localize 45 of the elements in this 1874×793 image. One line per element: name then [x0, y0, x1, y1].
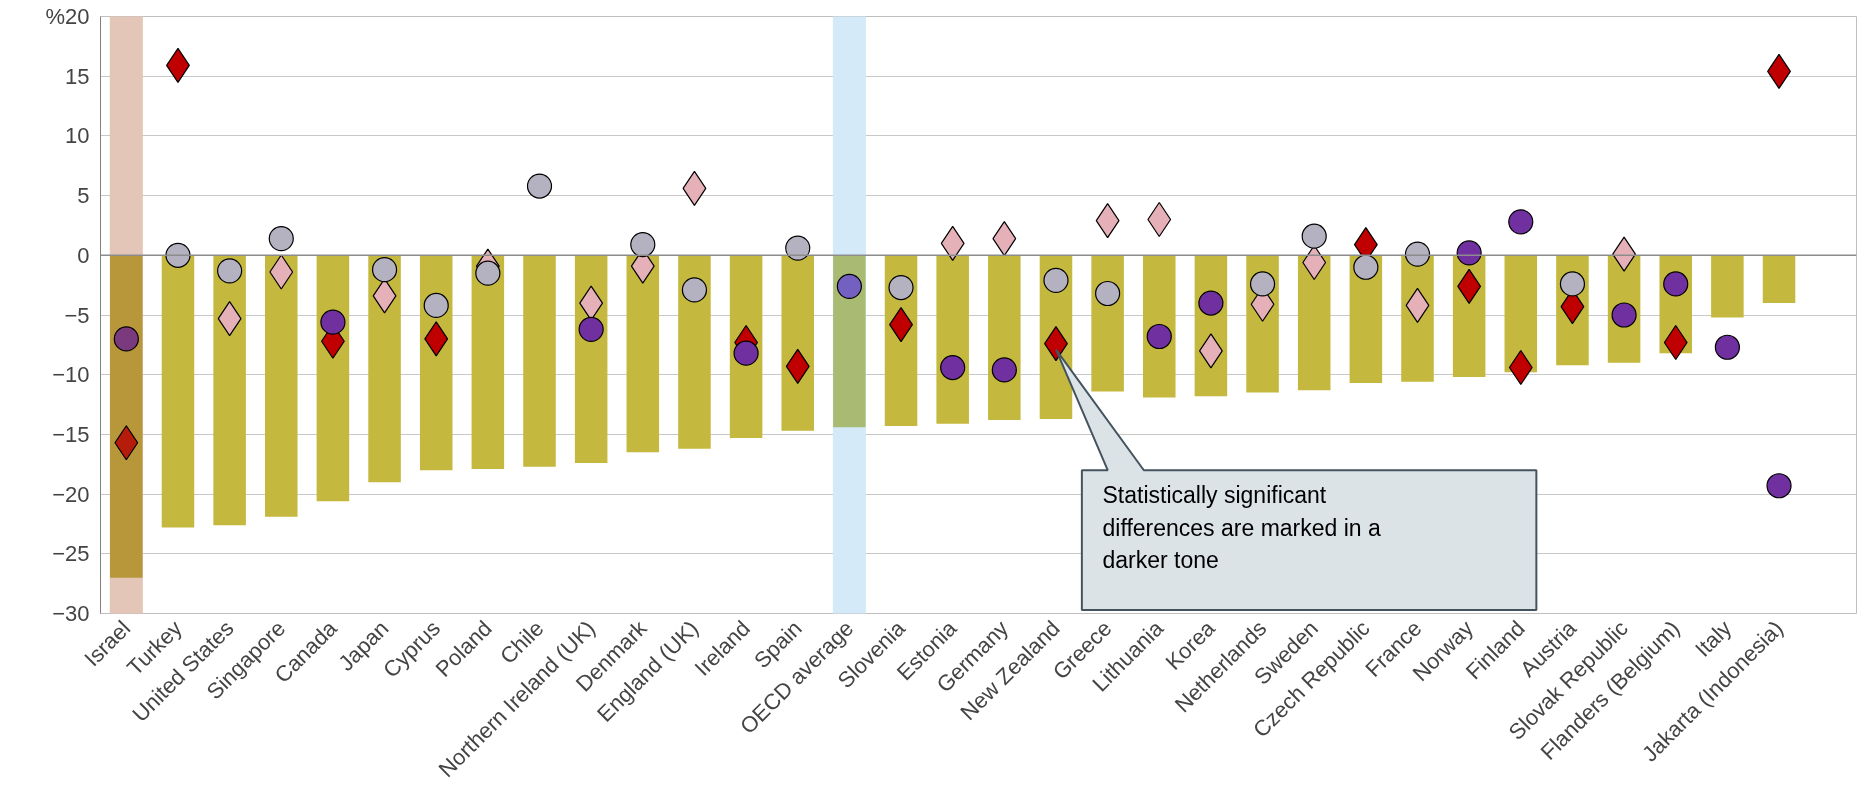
point: [991, 357, 1017, 383]
point: [1456, 240, 1482, 266]
point: [1043, 267, 1069, 293]
point: [940, 354, 966, 381]
point: [1353, 254, 1379, 280]
y-tick-label: −10: [52, 362, 90, 388]
point: [1508, 209, 1534, 235]
point: [1714, 334, 1740, 360]
point: [1611, 302, 1637, 328]
point: [836, 273, 862, 299]
point: [217, 258, 243, 284]
point: [1301, 223, 1327, 249]
point: [1663, 271, 1689, 297]
y-tick-label: −30: [52, 601, 90, 626]
point: [475, 260, 501, 286]
y-tick-label: 10: [65, 123, 90, 149]
point: [578, 316, 604, 342]
y-tick-label: 5: [77, 183, 90, 209]
point: [423, 292, 449, 319]
y-tick-label: −15: [52, 421, 90, 447]
point: [630, 231, 656, 258]
point: [1249, 271, 1276, 297]
y-tick-label: −25: [52, 541, 90, 567]
point: [1766, 473, 1792, 499]
point: [1404, 241, 1431, 267]
point: [1095, 280, 1121, 307]
point: [785, 235, 811, 261]
point: [113, 326, 139, 352]
y-tick-label: 0: [77, 242, 90, 268]
point: [1146, 323, 1172, 350]
point: [1198, 290, 1224, 316]
y-tick-label: −20: [52, 481, 90, 507]
point: [733, 340, 759, 366]
point: [681, 277, 708, 303]
point: [268, 226, 294, 252]
point: [165, 242, 191, 268]
point: [320, 309, 346, 335]
point: [526, 173, 553, 199]
y-tick-label: %20: [45, 4, 90, 29]
point: [888, 274, 914, 301]
point: [371, 257, 398, 283]
y-tick-label: 15: [65, 63, 90, 89]
y-tick-label: −5: [64, 302, 90, 328]
point: [1559, 271, 1586, 297]
annotation: Statistically significant differences are marked in a darker tone: [1102, 482, 1382, 574]
